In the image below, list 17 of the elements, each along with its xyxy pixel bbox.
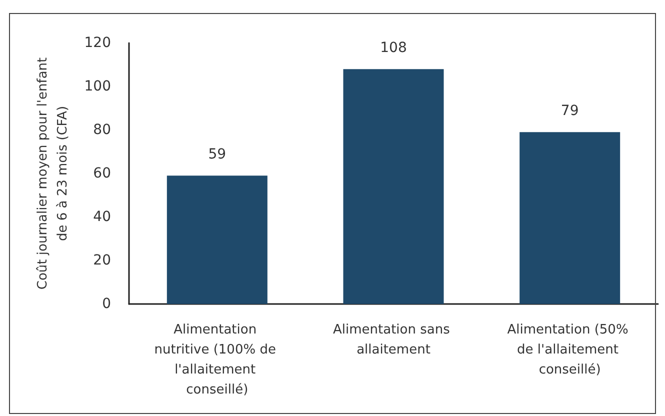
bar xyxy=(343,69,444,304)
bar xyxy=(166,176,268,304)
data-label: 79 xyxy=(560,103,579,120)
bar xyxy=(520,132,620,304)
y-tick-label: 100 xyxy=(84,78,111,94)
y-tick-label: 20 xyxy=(93,252,111,268)
y-tick-label: 0 xyxy=(102,296,111,312)
y-tick-label: 60 xyxy=(93,166,111,182)
y-axis-title: Coût journalier moyen pour l'enfant de 6 à 23 mois (CFA) xyxy=(36,57,70,290)
y-tick-label: 80 xyxy=(93,122,111,138)
x-tick-label: Alimentation nutritive (100% de l'allaitement conseillé) xyxy=(154,322,280,398)
x-tick-label: Alimentation sans allaitement xyxy=(333,322,454,358)
y-tick-label: 120 xyxy=(84,35,111,51)
data-label: 108 xyxy=(380,40,407,56)
y-tick-label: 40 xyxy=(93,209,111,225)
data-label: 59 xyxy=(208,146,226,163)
x-tick-label: Alimentation (50% de l'allaitement conseillé) xyxy=(507,322,632,378)
